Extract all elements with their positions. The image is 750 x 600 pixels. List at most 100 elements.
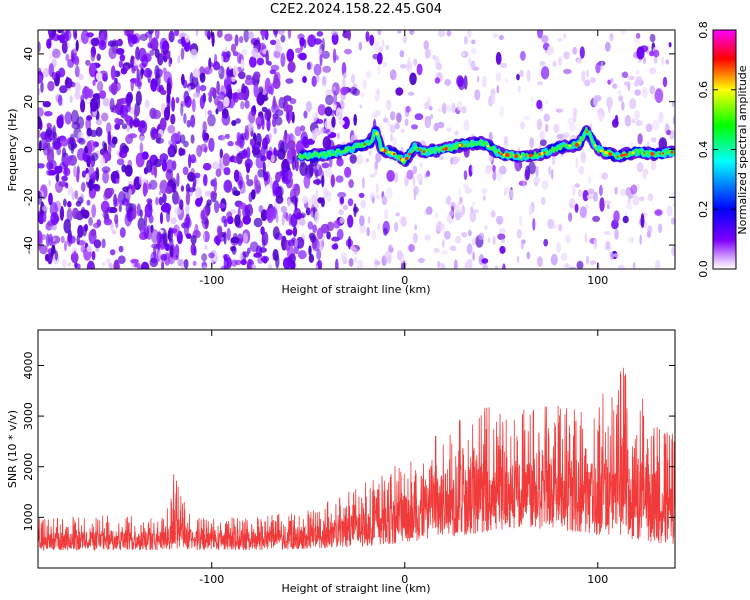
spectrogram-cell xyxy=(449,245,457,252)
spectrogram-cell xyxy=(148,35,153,45)
ridge-peak xyxy=(387,150,391,154)
spectrogram-cell xyxy=(471,237,476,247)
ridge-peak xyxy=(586,130,589,133)
spectrogram-cell xyxy=(58,67,66,78)
spectrogram-cell xyxy=(70,109,79,125)
spectrogram-cell xyxy=(404,118,409,127)
spectrogram-cell xyxy=(272,226,280,240)
spectrogram-cell xyxy=(171,160,177,171)
spectrogram-cell xyxy=(136,203,141,217)
spectrogram-cell xyxy=(280,205,287,213)
spectrogram-cell xyxy=(46,38,52,49)
spectrogram-cell xyxy=(367,216,371,224)
spectrogram-cell xyxy=(442,223,446,234)
spectrogram-cell xyxy=(395,87,404,96)
spectrogram-cell xyxy=(502,263,506,269)
spectrogram-cell xyxy=(62,147,66,158)
spectrogram-cell xyxy=(277,148,286,160)
spectrogram-cell xyxy=(275,171,281,183)
spectrogram-cell xyxy=(572,184,576,197)
spectrogram-cell xyxy=(642,56,647,65)
spectrogram-cell xyxy=(167,230,171,241)
spectrogram-cell xyxy=(297,53,305,59)
spectrogram-cell xyxy=(641,87,648,98)
spectrogram-cell xyxy=(189,72,194,87)
spectrogram-cell xyxy=(143,67,153,78)
spectrogram-cell xyxy=(73,250,77,263)
spectrogram-cell xyxy=(74,65,80,78)
spectrogram-cell xyxy=(288,253,296,264)
spectrogram-cell xyxy=(379,46,384,53)
spectrogram-cell xyxy=(231,186,238,196)
spectrogram-cell xyxy=(86,260,95,269)
spectrogram-cell xyxy=(119,149,128,159)
spectrogram-cell xyxy=(56,147,61,156)
spectrogram-cell xyxy=(337,191,347,198)
spectrogram-cell xyxy=(411,124,418,130)
spectrogram-cell xyxy=(469,210,477,223)
spectrogram-cell xyxy=(158,191,162,195)
spectrogram-cell xyxy=(242,215,251,225)
colorbar-tick-label: 0.2 xyxy=(697,201,710,219)
spectrogram-cell xyxy=(235,140,240,146)
y-tick-label: 40 xyxy=(22,47,35,61)
spectrogram-cell xyxy=(283,95,292,102)
y-tick-label: 4000 xyxy=(22,351,35,379)
spectrogram-cell xyxy=(94,184,101,192)
spectrogram-cell xyxy=(82,225,87,237)
spectrogram-cell xyxy=(375,152,382,163)
spectrogram-cell xyxy=(208,137,215,152)
spectrogram-cell xyxy=(214,53,218,66)
spectrogram-cell xyxy=(180,47,185,60)
spectrogram-cell xyxy=(194,172,201,179)
spectrogram-cell xyxy=(285,229,293,236)
spectrogram-cell xyxy=(202,162,212,171)
spectrogram-cell xyxy=(647,225,653,234)
spectrogram-cell xyxy=(313,63,322,76)
spectrogram-cell xyxy=(61,40,68,54)
spectrogram-cell xyxy=(155,196,159,206)
spectrogram-cell xyxy=(578,165,585,175)
spectrogram-cell xyxy=(207,91,214,97)
spectrogram-cell xyxy=(436,221,443,232)
spectrogram-cell xyxy=(88,62,97,78)
spectrogram-cell xyxy=(204,109,208,119)
spectrogram-cell xyxy=(412,176,416,187)
spectrogram-cell xyxy=(446,127,452,133)
spectrogram-cell xyxy=(200,143,208,152)
spectrogram-cell xyxy=(124,164,133,177)
spectrogram-cell xyxy=(558,56,563,66)
spectrogram-cell xyxy=(159,117,167,131)
spectrogram-cell xyxy=(496,85,500,94)
spectrogram-cell xyxy=(127,210,132,219)
ridge-peak xyxy=(519,155,523,158)
spectrogram-cell xyxy=(613,210,620,223)
spectrogram-cell xyxy=(618,95,624,102)
spectrogram-cell xyxy=(90,228,97,237)
spectrogram-cell xyxy=(111,230,117,235)
spectrogram-cell xyxy=(213,177,217,193)
spectrogram-cell xyxy=(93,239,102,249)
spectrogram-cell xyxy=(622,215,629,224)
spectrogram-cell xyxy=(114,117,121,125)
ridge-peak xyxy=(540,152,544,155)
spectrogram-cell xyxy=(38,213,45,225)
spectrogram-cell xyxy=(595,62,601,74)
spectrogram-cell xyxy=(216,80,220,95)
spectrogram-cell xyxy=(249,241,259,252)
spectrogram-cell xyxy=(368,149,373,157)
spectrogram-cell xyxy=(294,157,299,172)
spectrogram-cell xyxy=(162,232,168,247)
spectrogram-cell xyxy=(72,48,78,57)
spectrogram-cell xyxy=(217,100,224,112)
spectrogram-cell xyxy=(62,259,67,268)
spectrogram-cell xyxy=(606,204,610,210)
spectrogram-cell xyxy=(248,31,254,40)
ridge-peak xyxy=(444,147,448,151)
spectrogram-cell xyxy=(63,156,72,166)
spectrogram-cell xyxy=(520,241,524,250)
spectrogram-cell xyxy=(324,120,331,130)
spectrogram-cell xyxy=(253,71,261,80)
spectrogram-cell xyxy=(202,121,207,134)
spectrogram-cell xyxy=(118,204,122,213)
